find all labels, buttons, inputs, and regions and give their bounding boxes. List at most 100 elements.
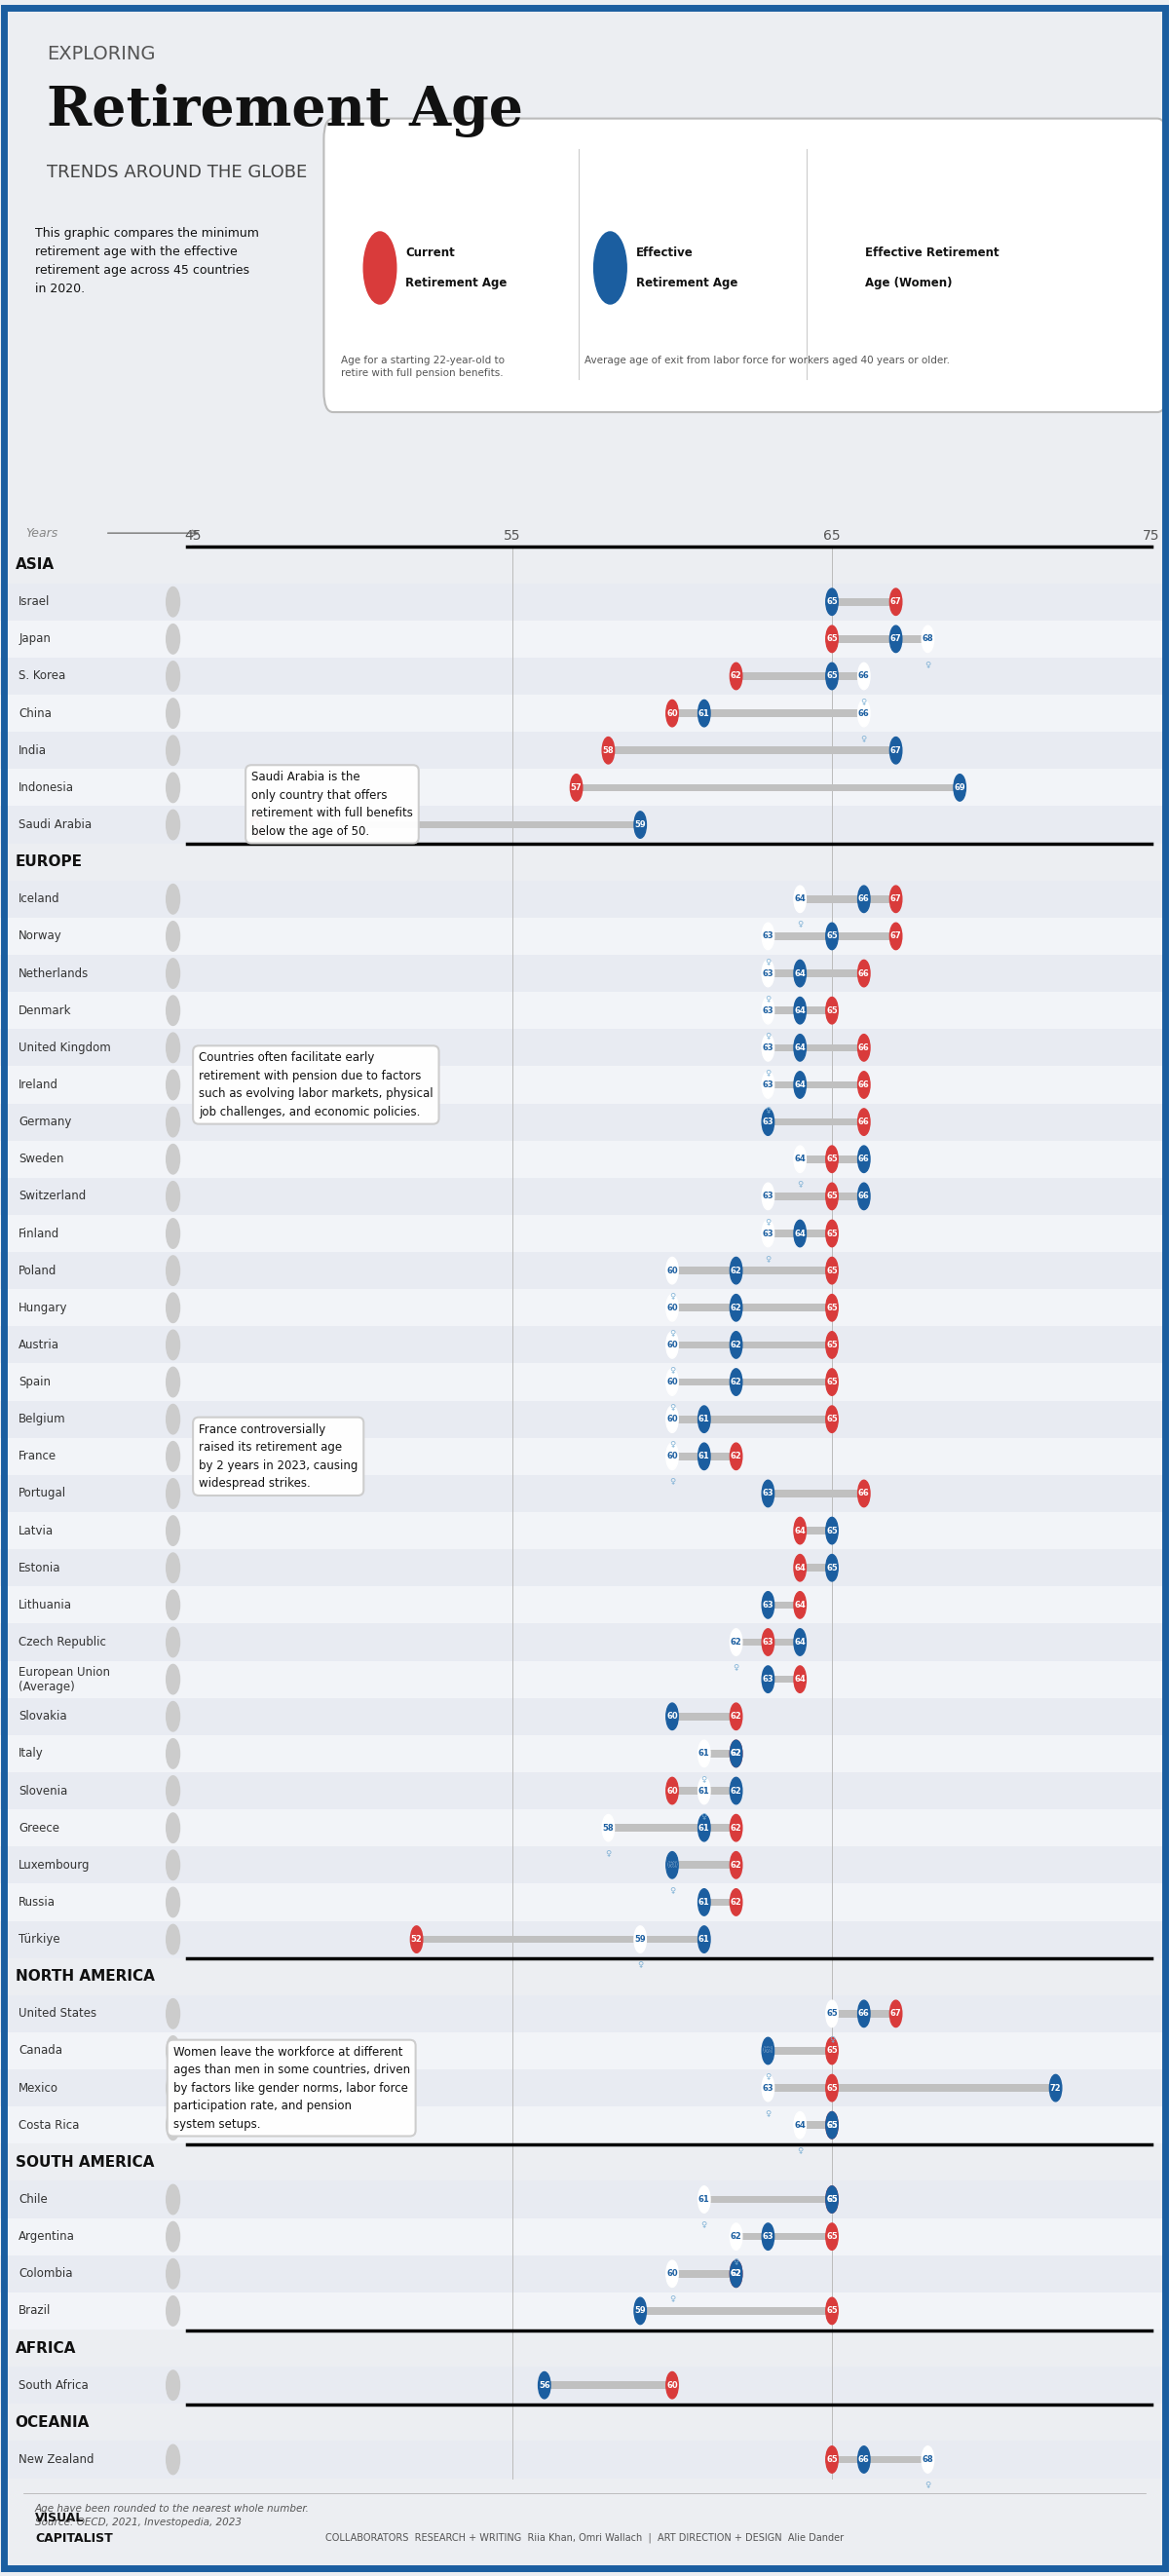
Text: 63: 63 <box>762 1079 774 1090</box>
Circle shape <box>762 1108 774 1136</box>
Circle shape <box>762 1667 774 1692</box>
Text: 59: 59 <box>635 819 646 829</box>
Text: 64: 64 <box>794 1528 805 1535</box>
Circle shape <box>166 1739 180 1770</box>
Text: Indonesia: Indonesia <box>19 781 75 793</box>
Text: 65: 65 <box>826 2195 838 2205</box>
Circle shape <box>166 587 180 616</box>
Text: Denmark: Denmark <box>19 1005 71 1018</box>
Circle shape <box>634 1927 646 1953</box>
Text: 62: 62 <box>731 1267 742 1275</box>
Circle shape <box>825 1368 838 1396</box>
Text: 62: 62 <box>731 1785 742 1795</box>
Text: Austria: Austria <box>19 1340 60 1352</box>
Circle shape <box>794 1146 807 1172</box>
Text: 64: 64 <box>794 1154 805 1164</box>
Circle shape <box>666 2259 678 2287</box>
FancyBboxPatch shape <box>416 1935 704 1942</box>
Text: 60: 60 <box>666 1303 678 1311</box>
Text: ♀: ♀ <box>606 1850 611 1857</box>
Text: ♀: ♀ <box>733 1664 739 1672</box>
FancyBboxPatch shape <box>768 969 864 976</box>
Circle shape <box>729 1293 742 1321</box>
Circle shape <box>858 701 870 726</box>
Text: ♀: ♀ <box>765 1218 772 1226</box>
Text: AFRICA: AFRICA <box>15 2342 76 2354</box>
Circle shape <box>858 2447 870 2473</box>
Circle shape <box>921 2447 934 2473</box>
FancyBboxPatch shape <box>0 0 1169 515</box>
Text: 66: 66 <box>858 1079 870 1090</box>
Text: 65: 65 <box>826 1229 838 1239</box>
Circle shape <box>825 662 838 690</box>
FancyBboxPatch shape <box>832 636 928 641</box>
Circle shape <box>698 1443 711 1471</box>
Text: Retirement Age: Retirement Age <box>406 278 507 289</box>
Text: 60: 60 <box>666 1860 678 1870</box>
Text: Women leave the workforce at different
ages than men in some countries, driven
b: Women leave the workforce at different a… <box>173 2045 410 2130</box>
FancyBboxPatch shape <box>672 1378 832 1386</box>
FancyBboxPatch shape <box>672 1267 832 1275</box>
FancyBboxPatch shape <box>0 582 1169 621</box>
Text: ♀: ♀ <box>765 1105 772 1115</box>
Text: 64: 64 <box>794 969 805 979</box>
Text: 61: 61 <box>698 1824 710 1832</box>
FancyBboxPatch shape <box>672 1713 736 1721</box>
Text: 64: 64 <box>794 1564 805 1571</box>
Circle shape <box>166 1924 180 1955</box>
Text: Current: Current <box>406 247 455 258</box>
Circle shape <box>762 922 774 951</box>
Circle shape <box>166 1664 180 1695</box>
Circle shape <box>166 1329 180 1360</box>
Text: 55: 55 <box>504 528 521 544</box>
Circle shape <box>729 662 742 690</box>
Text: ♀: ♀ <box>701 1775 707 1783</box>
FancyBboxPatch shape <box>0 1177 1169 1216</box>
Text: France controversially
raised its retirement age
by 2 years in 2023, causing
wid: France controversially raised its retire… <box>199 1422 358 1489</box>
FancyBboxPatch shape <box>768 1082 864 1090</box>
Text: 61: 61 <box>698 708 710 719</box>
Text: Greece: Greece <box>19 1821 60 1834</box>
Circle shape <box>954 775 966 801</box>
FancyBboxPatch shape <box>0 1772 1169 1808</box>
Text: ♀: ♀ <box>797 1180 803 1190</box>
FancyBboxPatch shape <box>0 1883 1169 1922</box>
Circle shape <box>666 1777 678 1803</box>
Circle shape <box>166 1775 180 1806</box>
Text: ASIA: ASIA <box>15 556 54 572</box>
Text: 65: 65 <box>826 933 838 940</box>
Text: 63: 63 <box>762 1118 774 1126</box>
FancyBboxPatch shape <box>576 783 960 791</box>
Circle shape <box>729 1852 742 1878</box>
Text: 60: 60 <box>666 1713 678 1721</box>
Circle shape <box>166 737 180 765</box>
Text: 65: 65 <box>826 1414 838 1425</box>
Text: 61: 61 <box>698 2195 710 2205</box>
Circle shape <box>166 1108 180 1136</box>
Circle shape <box>166 884 180 914</box>
Circle shape <box>890 737 902 765</box>
FancyBboxPatch shape <box>0 1288 1169 1327</box>
Circle shape <box>858 886 870 912</box>
FancyBboxPatch shape <box>672 1303 832 1311</box>
Circle shape <box>858 1108 870 1136</box>
Circle shape <box>825 922 838 951</box>
Circle shape <box>166 1703 180 1731</box>
Circle shape <box>166 1479 180 1510</box>
FancyBboxPatch shape <box>736 2233 832 2241</box>
Text: Japan: Japan <box>19 634 50 647</box>
Text: 60: 60 <box>666 1267 678 1275</box>
Text: 62: 62 <box>731 1749 742 1757</box>
Text: Germany: Germany <box>19 1115 71 1128</box>
Text: ♀: ♀ <box>669 1404 676 1412</box>
FancyBboxPatch shape <box>545 2380 672 2388</box>
Circle shape <box>666 1703 678 1731</box>
Circle shape <box>794 1592 807 1618</box>
Text: 45: 45 <box>185 528 201 544</box>
FancyBboxPatch shape <box>768 1118 864 1126</box>
Text: Türkiye: Türkiye <box>19 1932 61 1945</box>
Circle shape <box>602 737 615 765</box>
Circle shape <box>890 922 902 951</box>
FancyBboxPatch shape <box>0 2032 1169 2069</box>
FancyBboxPatch shape <box>768 1674 800 1682</box>
